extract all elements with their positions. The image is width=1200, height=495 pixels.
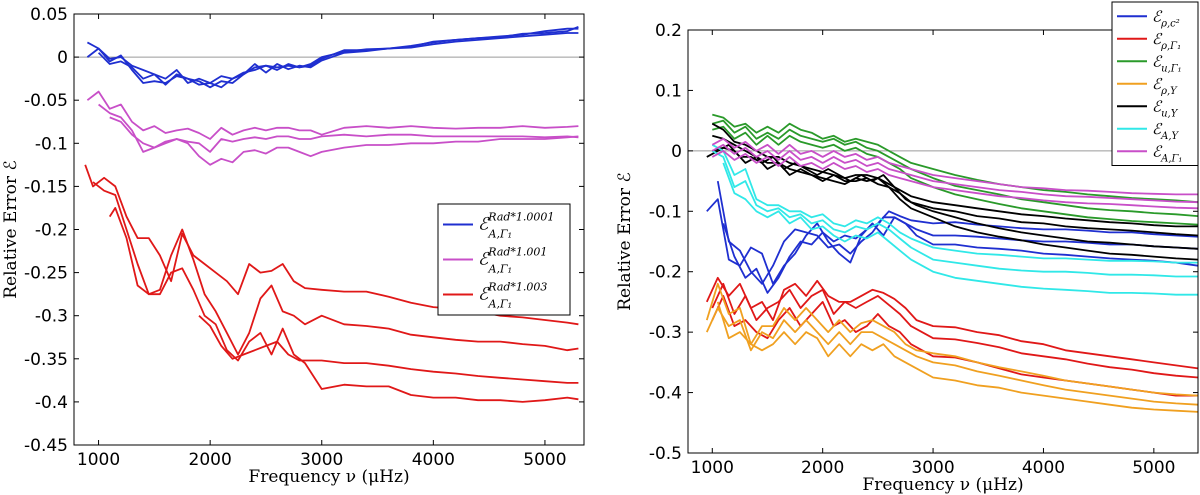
left-y-tick-label: -0.35 [24,350,68,370]
left-series-1-line-2 [109,116,579,166]
left-legend-label: ℰRad*1.0001 A,Γ₁ [478,211,554,241]
left-legend-label: ℰRad*1.001 A,Γ₁ [478,246,547,276]
right-x-tick-label: 5000 [1132,458,1175,478]
right-series-3-line-2 [716,301,1199,413]
right-y-tick-label: -0.5 [649,444,682,464]
left-y-tick-label: -0.05 [24,91,68,111]
right-series-5-line-1 [711,150,1198,278]
right-series-1-line-1 [711,282,1199,379]
left-y-tick-label: -0.3 [35,307,68,327]
right-legend-label: ℰρ,Γ₁ [1152,30,1181,52]
right-legend-label: ℰA,Y [1152,120,1179,142]
right-y-tick-label: -0.3 [649,323,682,343]
right-series-6-line-0 [711,137,1198,196]
left-legend-label: ℰRad*1.003 A,Γ₁ [478,281,547,311]
left-series-2-line-1 [92,181,579,356]
right-y-tick-label: 0.1 [655,81,682,101]
left-legend: ℰRad*1.0001 A,Γ₁ ℰRad*1.001 A,Γ₁ ℰRad*1.003 A… [437,203,571,316]
chart-left: 1000 2000 3000 4000 5000 0.05 0 -0.05 -0.1 -0.15 -… [1,5,585,487]
left-x-axis-label: Frequency ν (μHz) [248,467,409,487]
right-series-0-line-0 [706,198,1199,285]
right-series-4-line-2 [712,134,1199,237]
left-y-tick-label: -0.1 [35,134,68,154]
right-legend-label: ℰu,Γ₁ [1152,52,1182,74]
left-y-tick-label: -0.45 [24,436,68,456]
right-legend-label: ℰρ,c² [1152,7,1180,29]
left-series-1-line-0 [86,90,579,140]
left-y-tick-label: -0.25 [24,264,68,284]
right-y-tick-label: 0.2 [655,21,682,41]
right-series-2-line-1 [712,119,1199,217]
right-series-6-line-1 [711,143,1199,204]
left-x-tick-label: 5000 [523,450,566,470]
right-series-0-line-2 [722,210,1199,294]
right-series-5-line-2 [722,162,1198,296]
left-x-tick-label: 4000 [412,450,455,470]
left-y-tick-label: 0.05 [30,5,68,25]
right-series-2-line-0 [712,113,1199,204]
left-x-tick-label: 2000 [189,450,232,470]
right-series-3-line-0 [705,307,1199,406]
right-x-tick-label: 2000 [801,458,844,478]
right-plot-frame [687,29,1199,454]
right-x-tick-label: 1000 [691,458,734,478]
right-series-4-line-1 [712,146,1199,261]
right-x-tick-label: 3000 [911,458,954,478]
right-series-4-line-3 [711,122,1198,228]
left-y-tick-label: -0.2 [35,221,68,241]
left-y-tick-label: 0 [57,48,68,68]
right-y-tick-label: -0.2 [649,263,682,283]
left-series-2-line-3 [198,315,579,384]
right-legend-label: ℰu,Y [1152,97,1179,119]
chart-right: 1000 2000 3000 4000 5000 0.2 0.1 0 -0.1 -0.2 -0.3 -… [615,1,1199,495]
left-y-tick-label: -0.4 [35,393,68,413]
left-y-axis-label: Relative Error ℰ [1,160,21,299]
left-series-0-line-2 [97,32,579,89]
right-series-3-line-1 [705,282,1199,397]
right-x-tick-label: 4000 [1022,458,1065,478]
left-x-tick-label: 3000 [300,450,343,470]
right-x-axis-label: Frequency ν (μHz) [862,475,1023,495]
right-legend-label: ℰρ,Y [1152,75,1178,97]
right-y-axis-label: Relative Error ℰ [615,172,635,311]
right-series-1-line-0 [705,276,1199,370]
right-series-5-line-0 [711,144,1198,264]
right-series-6-line-2 [711,150,1199,210]
right-y-tick-label: -0.4 [649,384,682,404]
right-y-tick-label: -0.1 [649,202,682,222]
right-y-tick-label: 0 [671,142,682,162]
right-legend-label: ℰA,Γ₁ [1152,142,1182,164]
right-series-0-line-1 [716,180,1199,285]
left-x-tick-label: 1000 [77,450,120,470]
left-y-tick-label: -0.15 [24,177,68,197]
